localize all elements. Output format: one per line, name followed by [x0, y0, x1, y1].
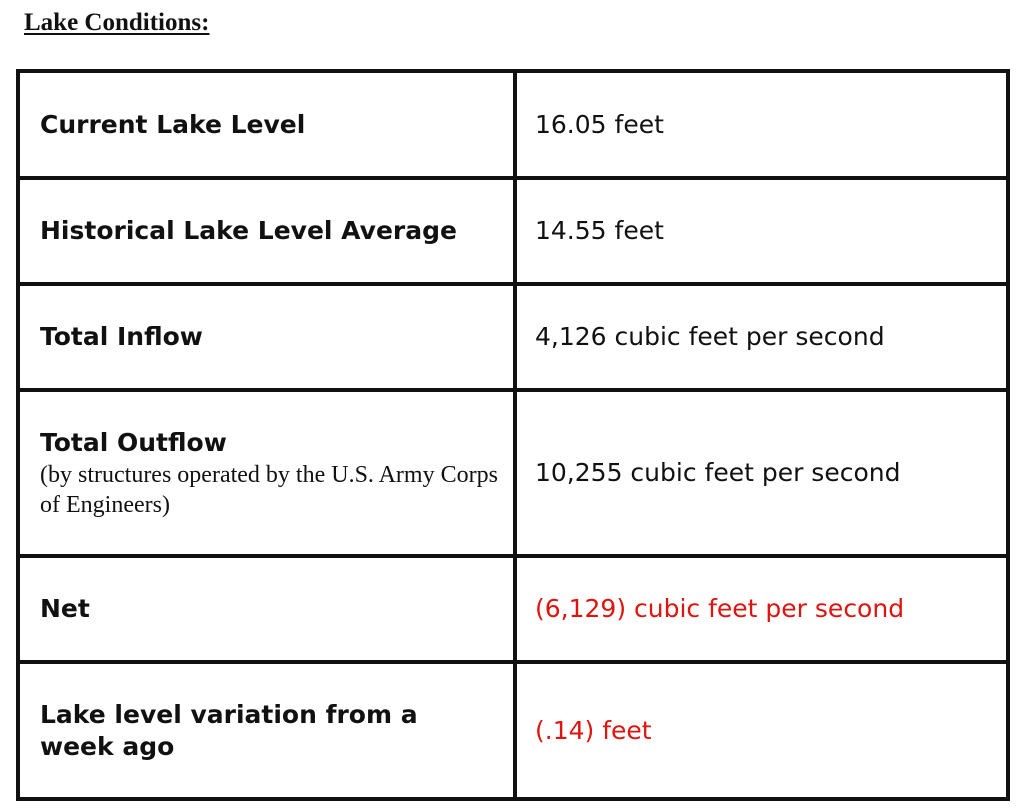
value-text: 10,255 cubic feet per second: [535, 458, 901, 487]
row-value-total-inflow: 4,126 cubic feet per second: [517, 286, 1006, 392]
row-label-weekly-variation: Lake level variation from a week ago: [20, 664, 517, 797]
row-value-weekly-variation: (.14) feet: [517, 664, 1006, 797]
row-label-historical-average: Historical Lake Level Average: [20, 180, 517, 286]
row-label-net: Net: [20, 558, 517, 664]
value-text: 14.55 feet: [535, 216, 664, 245]
label-text: Net: [40, 594, 90, 623]
label-text: Total Inflow: [40, 322, 203, 351]
value-text: 4,126 cubic feet per second: [535, 322, 885, 351]
label-text: Current Lake Level: [40, 109, 306, 139]
row-label-total-outflow: Total Outflow (by structures operated by…: [20, 392, 517, 558]
row-value-historical-average: 14.55 feet: [517, 180, 1006, 286]
value-text-negative: (6,129) cubic feet per second: [535, 594, 905, 623]
value-text: 16.05 feet: [535, 109, 664, 139]
label-text: Historical Lake Level Average: [40, 216, 457, 245]
value-text-negative: (.14) feet: [535, 715, 652, 745]
section-heading: Lake Conditions:: [24, 9, 210, 36]
row-value-total-outflow: 10,255 cubic feet per second: [517, 392, 1006, 558]
row-value-net: (6,129) cubic feet per second: [517, 558, 1006, 664]
lake-conditions-table: Current Lake Level 16.05 feet Historical…: [16, 69, 1010, 801]
label-text: Lake level variation from a week ago: [40, 699, 418, 761]
label-subtext: (by structures operated by the U.S. Army…: [40, 461, 498, 518]
row-label-total-inflow: Total Inflow: [20, 286, 517, 392]
row-label-current-lake-level: Current Lake Level: [20, 73, 517, 180]
row-value-current-lake-level: 16.05 feet: [517, 73, 1006, 180]
label-text: Total Outflow: [40, 427, 227, 457]
